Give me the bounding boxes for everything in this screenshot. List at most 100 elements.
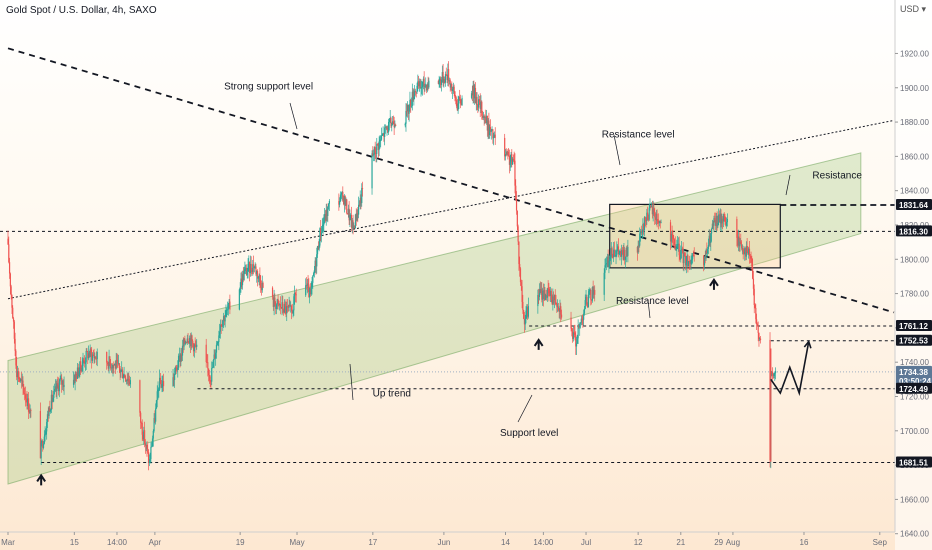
candle-body-30 bbox=[39, 410, 41, 459]
candle-body-497 bbox=[538, 289, 541, 297]
candle-body-624 bbox=[673, 239, 676, 245]
candle-body-204 bbox=[220, 324, 222, 326]
candle-body-534 bbox=[576, 338, 578, 344]
candle-body-506 bbox=[545, 295, 548, 298]
candle-body-512 bbox=[550, 290, 552, 300]
candle-body-588 bbox=[636, 246, 638, 253]
candle-body-522 bbox=[558, 310, 560, 312]
candle-body-573 bbox=[616, 249, 618, 256]
candle-body-14 bbox=[18, 378, 20, 379]
candle-body-225 bbox=[245, 267, 248, 275]
candle-body-360 bbox=[387, 127, 389, 133]
candle-body-431 bbox=[460, 103, 462, 106]
candle-body-246 bbox=[262, 283, 264, 288]
candle-body-600 bbox=[646, 212, 648, 221]
candle-body-660 bbox=[710, 228, 713, 234]
candle-body-160 bbox=[177, 367, 179, 370]
candle-body-335 bbox=[358, 204, 360, 206]
candle-body-429 bbox=[459, 96, 461, 99]
candle-body-276 bbox=[294, 292, 297, 295]
candle-body-172 bbox=[186, 338, 188, 343]
candle-body-654 bbox=[706, 249, 708, 254]
candle-body-555 bbox=[593, 289, 595, 295]
candle-body-666 bbox=[715, 216, 717, 226]
candle-body-470 bbox=[508, 155, 511, 165]
candle-body-67 bbox=[77, 367, 79, 377]
y-tick-label-0: 1640.00 bbox=[900, 530, 929, 539]
candle-body-650 bbox=[703, 255, 705, 266]
candle-body-328 bbox=[353, 226, 355, 229]
price-badge-bg-6 bbox=[896, 382, 932, 394]
candle-body-535 bbox=[577, 325, 579, 339]
currency-label[interactable]: USD ▾ bbox=[899, 4, 926, 14]
candle-body-40 bbox=[47, 414, 49, 416]
candle-body-170 bbox=[185, 342, 187, 344]
candle-body-339 bbox=[361, 188, 364, 189]
candle-body-94 bbox=[107, 364, 109, 369]
x-tick-label-5: May bbox=[289, 538, 304, 547]
candle-body-700 bbox=[751, 258, 753, 267]
candle-body-254 bbox=[277, 299, 279, 302]
candle-body-493 bbox=[526, 307, 529, 317]
candle-body-271 bbox=[290, 305, 293, 312]
candle-body-387 bbox=[417, 81, 419, 86]
candle-body-89 bbox=[95, 356, 97, 359]
candle-body-280 bbox=[306, 283, 308, 287]
candle-body-258 bbox=[280, 307, 282, 309]
candle-body-45 bbox=[51, 394, 53, 402]
annotation-pointer-1 bbox=[613, 134, 621, 166]
candle-body-375 bbox=[407, 104, 409, 114]
candle-body-139 bbox=[151, 438, 154, 447]
candle-body-13 bbox=[17, 371, 19, 379]
candle-body-704 bbox=[754, 305, 756, 308]
candle-body-99 bbox=[111, 367, 113, 369]
candle-body-312 bbox=[340, 193, 342, 196]
candle-body-199 bbox=[216, 343, 218, 345]
candle-body-485 bbox=[520, 282, 522, 287]
candle-body-714 bbox=[771, 371, 773, 376]
candle-body-92 bbox=[106, 351, 108, 363]
candle-body-49 bbox=[54, 386, 56, 390]
candle-body-524 bbox=[560, 306, 562, 315]
candle-body-509 bbox=[548, 288, 550, 294]
candle-body-307 bbox=[328, 203, 330, 207]
candle-body-646 bbox=[691, 258, 693, 260]
candle-body-98 bbox=[110, 367, 113, 369]
candle-body-665 bbox=[714, 220, 717, 226]
candle-body-394 bbox=[422, 78, 424, 82]
candle-body-484 bbox=[519, 268, 522, 283]
annotation-3: Resistance level bbox=[616, 296, 689, 307]
price-badge-label-2: 1761.12 bbox=[899, 322, 928, 331]
candle-body-466 bbox=[505, 154, 507, 155]
candle-body-183 bbox=[195, 344, 197, 347]
candle-body-452 bbox=[485, 115, 488, 124]
candle-body-716 bbox=[772, 373, 774, 376]
candle-body-20 bbox=[23, 386, 25, 394]
candle-body-537 bbox=[579, 323, 581, 328]
candle-body-76 bbox=[84, 362, 86, 364]
candle-body-445 bbox=[480, 101, 482, 109]
candle-body-17 bbox=[20, 378, 23, 381]
candle-body-285 bbox=[310, 287, 312, 295]
candle-body-486 bbox=[521, 286, 523, 302]
y-tick-label-4: 1720.00 bbox=[900, 392, 929, 401]
candle-body-31 bbox=[40, 442, 42, 459]
candle-body-480 bbox=[516, 210, 518, 227]
candle-body-356 bbox=[384, 127, 386, 137]
candle-body-576 bbox=[618, 253, 620, 255]
candle-body-502 bbox=[542, 291, 544, 299]
x-tick-label-1: 15 bbox=[70, 538, 79, 547]
candle-body-186 bbox=[206, 362, 208, 363]
candle-body-143 bbox=[155, 408, 157, 422]
candle-body-72 bbox=[81, 365, 83, 372]
candle-body-138 bbox=[151, 446, 153, 448]
candle-body-227 bbox=[247, 264, 249, 271]
candle-body-475 bbox=[512, 158, 514, 160]
candle-body-401 bbox=[428, 80, 430, 88]
candle-body-662 bbox=[712, 223, 714, 226]
candle-body-388 bbox=[418, 81, 420, 87]
candle-body-694 bbox=[746, 245, 748, 252]
candle-body-477 bbox=[514, 160, 516, 186]
